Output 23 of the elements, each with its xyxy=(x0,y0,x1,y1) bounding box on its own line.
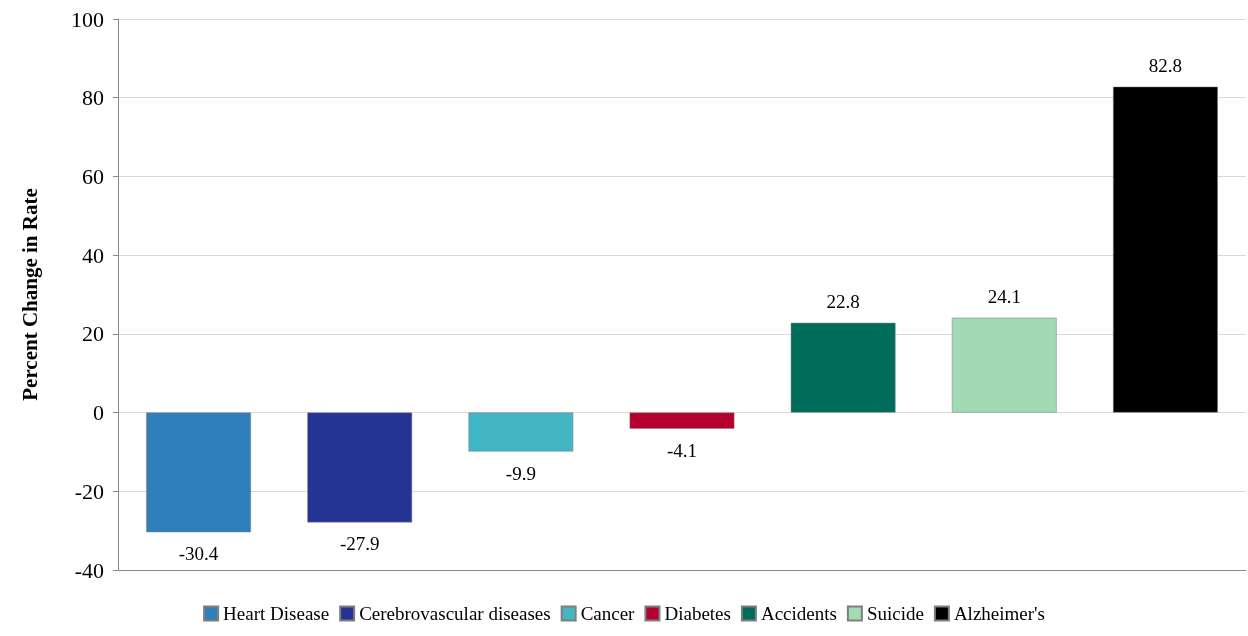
legend-label: Cerebrovascular diseases xyxy=(359,603,551,624)
y-tick-label: 60 xyxy=(82,163,104,189)
y-tick-label: 40 xyxy=(82,242,104,268)
legend-label: Heart Disease xyxy=(223,603,330,624)
legend-label: Diabetes xyxy=(664,603,731,624)
data-label: 24.1 xyxy=(987,285,1021,307)
data-label: -9.9 xyxy=(505,462,536,484)
data-label: 82.8 xyxy=(1148,54,1183,76)
data-label: 22.8 xyxy=(826,290,860,312)
data-label: -4.1 xyxy=(666,439,698,461)
y-tick-label: 0 xyxy=(93,400,104,426)
y-tick-label: -40 xyxy=(74,557,104,583)
legend-label: Accidents xyxy=(760,603,837,624)
legend-label: Alzheimer's xyxy=(953,603,1045,624)
y-tick-label: -20 xyxy=(74,478,104,504)
data-label: -27.9 xyxy=(339,533,380,555)
y-tick-label: 100 xyxy=(71,6,104,32)
y-tick-label: 20 xyxy=(82,321,104,347)
data-label: -30.4 xyxy=(178,543,219,565)
y-tick-label: 80 xyxy=(82,85,104,111)
y-axis-title: Percent Change in Rate xyxy=(17,188,42,401)
legend-label: Cancer xyxy=(580,603,636,624)
legend-label: Suicide xyxy=(866,603,924,624)
